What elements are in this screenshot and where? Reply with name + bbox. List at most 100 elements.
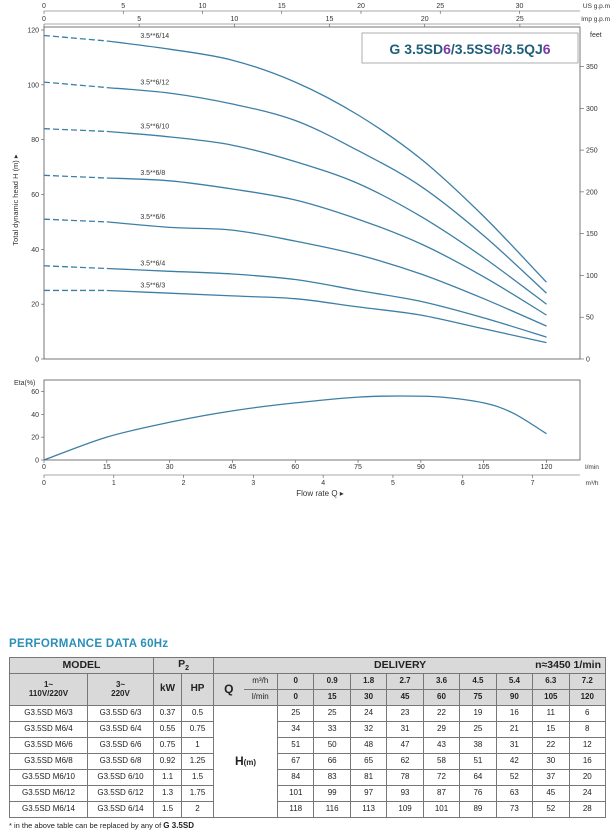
feet-tick-label: 50 — [586, 315, 594, 322]
q-m3h-4: 3.6 — [422, 673, 461, 690]
q-m3h-2: 1.8 — [349, 673, 388, 690]
curve-label: 3.5**6/4 — [140, 261, 165, 268]
head-value: 84 — [277, 769, 315, 786]
head-value: 43 — [422, 737, 461, 754]
head-value: 113 — [349, 801, 388, 818]
head-tick-label: 80 — [31, 137, 39, 144]
head-tick-label: 40 — [31, 247, 39, 254]
head-value: 32 — [349, 721, 388, 738]
curve-3.5**6/4 — [106, 267, 547, 338]
head-value: 42 — [495, 753, 534, 770]
power-hp: 1.5 — [181, 769, 215, 786]
unit-m3h: m³/h — [243, 673, 279, 690]
performance-table: MODEL P2 DELIVERY n≈3450 1/min 1~ 110V/22… — [8, 657, 607, 818]
q-lmin-3: 45 — [386, 689, 424, 706]
curve-dashed-3.5**6/4 — [43, 265, 107, 270]
us-gpm-tick-label: 0 — [42, 3, 46, 10]
model-1phase: G3.5SD M6/10 — [9, 769, 88, 786]
m3h-tick-label: 6 — [461, 480, 465, 487]
head-value: 50 — [313, 737, 351, 754]
head-tick-label: 60 — [31, 192, 39, 199]
p2-header: P2 — [153, 657, 215, 674]
q-m3h-7: 6.3 — [532, 673, 570, 690]
table-row: G3.5SD M6/3 G3.5SD 6/3 0.37 0.5 H(m) 25 25 24 23… — [9, 705, 607, 818]
curve-dashed-3.5**6/6 — [43, 218, 107, 223]
eta-tick-label: 20 — [31, 435, 39, 442]
eta-tick-label: 40 — [31, 412, 39, 419]
head-value: 29 — [422, 721, 461, 738]
footnote: * in the above table can be replaced by … — [9, 821, 194, 830]
head-value: 116 — [313, 801, 351, 818]
lmin-tick-label: 105 — [478, 464, 490, 471]
m3h-axis-label: m³/h — [586, 480, 599, 487]
q-lmin-0: 0 — [277, 689, 315, 706]
lmin-tick-label: 0 — [42, 464, 46, 471]
head-value: 11 — [532, 705, 570, 722]
speed-label: n≈3450 1/min — [496, 657, 607, 674]
head-value: 81 — [349, 769, 388, 786]
head-unit: (m) — [243, 758, 257, 768]
model-3phase: G3.5SD 6/6 — [86, 737, 155, 754]
lmin-tick-label: 60 — [291, 464, 299, 471]
feet-tick-label: 150 — [586, 231, 598, 238]
q-m3h-5: 4.5 — [459, 673, 497, 690]
lmin-tick-label: 30 — [166, 464, 174, 471]
us-gpm-tick-label: 30 — [516, 3, 524, 10]
head-value: 73 — [495, 801, 534, 818]
head-value: 89 — [459, 801, 497, 818]
head-value: 25 — [313, 705, 351, 722]
head-value: 34 — [277, 721, 315, 738]
performance-title: PERFORMANCE DATA 60Hz — [9, 638, 169, 650]
head-value: 99 — [313, 785, 351, 802]
head-value: 24 — [568, 785, 607, 802]
curve-dashed-3.5**6/12 — [43, 81, 107, 89]
power-kw: 0.37 — [153, 705, 183, 722]
head-value: 20 — [568, 769, 607, 786]
head-value: 67 — [277, 753, 315, 770]
head-value: 28 — [568, 801, 607, 818]
head-tick-label: 120 — [27, 28, 39, 35]
model-3phase: G3.5SD 6/4 — [86, 721, 155, 738]
q-m3h-6: 5.4 — [495, 673, 534, 690]
curve-3.5**6/3 — [106, 289, 547, 344]
head-value: 21 — [495, 721, 534, 738]
curve-label: 3.5**6/3 — [140, 282, 165, 289]
chart-title: G 3.5SD6/3.5SS6/3.5QJ6 — [389, 41, 550, 57]
head-value: 58 — [422, 753, 461, 770]
head-value: 15 — [532, 721, 570, 738]
model-3phase: G3.5SD 6/14 — [86, 801, 155, 818]
curve-dashed-3.5**6/8 — [43, 174, 107, 179]
model-1phase: G3.5SD M6/12 — [9, 785, 88, 802]
m3h-tick-label: 5 — [391, 480, 395, 487]
feet-axis-label: feet — [590, 32, 602, 39]
head-value: 87 — [422, 785, 461, 802]
unit-lmin: l/min — [243, 689, 279, 706]
head-value: 38 — [459, 737, 497, 754]
head-value: 31 — [495, 737, 534, 754]
flow-axis-label: Flow rate Q ▸ — [296, 489, 344, 498]
head-value: 101 — [422, 801, 461, 818]
m3h-tick-label: 3 — [251, 480, 255, 487]
curve-label: 3.5**6/6 — [140, 214, 165, 221]
curve-label: 3.5**6/14 — [140, 33, 169, 40]
head-value: 52 — [495, 769, 534, 786]
table-row: G3.5SD M6/14 G3.5SD 6/14 1.5 2 118 116 113 109 1… — [9, 801, 607, 818]
curve-label: 3.5**6/8 — [140, 170, 165, 177]
head-value: 33 — [313, 721, 351, 738]
head-value: 83 — [313, 769, 351, 786]
q-lmin-6: 90 — [495, 689, 534, 706]
lmin-tick-label: 120 — [541, 464, 553, 471]
table-row: G3.5SD M6/8 G3.5SD 6/8 0.92 1.25 67 66 65 62 58 5… — [9, 753, 607, 770]
m3h-tick-label: 7 — [531, 480, 535, 487]
head-value: 72 — [422, 769, 461, 786]
head-value: 8 — [568, 721, 607, 738]
lmin-tick-label: 15 — [103, 464, 111, 471]
curve-label: 3.5**6/10 — [140, 123, 169, 130]
lmin-tick-label: 45 — [229, 464, 237, 471]
m3h-tick-label: 4 — [321, 480, 325, 487]
us-gpm-tick-label: 5 — [121, 3, 125, 10]
power-hp: 0.75 — [181, 721, 215, 738]
model-3phase: G3.5SD 6/12 — [86, 785, 155, 802]
table-row: G3.5SD M6/4 G3.5SD 6/4 0.55 0.75 34 33 32 31 29 2… — [9, 721, 607, 738]
